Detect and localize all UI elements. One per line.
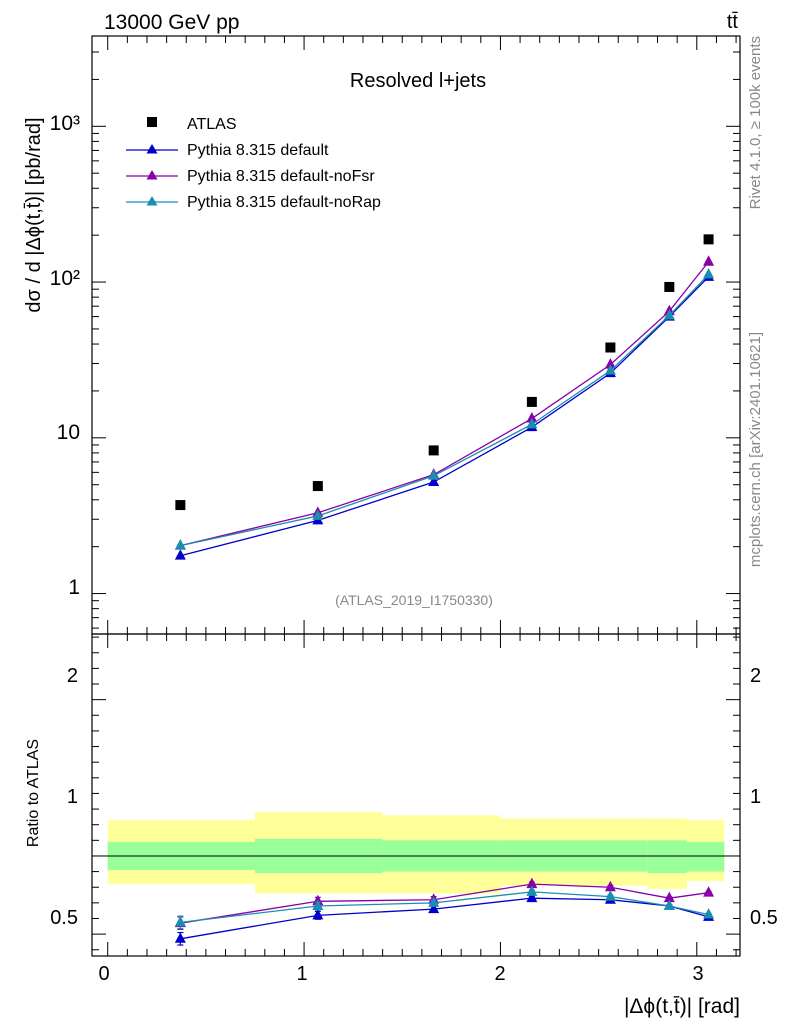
ratio-line-2	[180, 891, 709, 924]
ratio-bands	[107, 812, 725, 894]
ratio-point-series-1	[663, 891, 675, 903]
ratio-ytick-label-0.5: 0.5	[50, 907, 78, 929]
data-point-series-2	[703, 255, 715, 266]
mcplots-label: mcplots.cern.ch [arXiv:2401.10621]	[747, 332, 764, 567]
ratio-point-series-0	[428, 902, 440, 914]
ratio-point-series-2	[428, 896, 440, 907]
legend-entry-norap: Pythia 8.315 default-noRap	[126, 194, 381, 211]
plot-title: Resolved l+jets	[350, 70, 486, 92]
xtick-label-2: 2	[494, 963, 505, 985]
ytick-label-1000: 10³	[50, 112, 80, 135]
process-label: tt̄	[727, 11, 739, 33]
data-point-atlas	[175, 500, 186, 511]
xtick-labels: 0 1 2 3	[98, 963, 703, 985]
series-line-3	[180, 273, 710, 547]
data-point-series-1	[428, 475, 440, 487]
ytick-label-1: 1	[68, 576, 80, 599]
main-ylabel: dσ / d |Δϕ(t,t̄)| [pb/rad]	[23, 117, 45, 312]
data-point-series-3	[663, 309, 675, 320]
ratio-frame	[91, 633, 741, 957]
ratio-point-series-1	[526, 877, 538, 889]
ratio-point-series-2	[526, 885, 538, 896]
data-point-series-3	[174, 539, 186, 550]
main-data	[174, 234, 715, 560]
data-point-atlas	[703, 234, 714, 245]
ytick-label-100: 10²	[50, 267, 80, 290]
data-point-series-3	[604, 364, 616, 375]
legend-label-atlas: ATLAS	[187, 116, 237, 133]
ratio-ytick-label-2: 2	[67, 665, 78, 687]
legend-marker-atlas	[147, 117, 157, 127]
ratio-point-series-0	[174, 932, 186, 943]
analysis-watermark: (ATLAS_2019_I1750330)	[335, 592, 493, 608]
ratio-point-series-2	[703, 908, 715, 919]
data-point-series-2	[604, 358, 616, 369]
main-ytick-labels: 1 10 10² 10³	[50, 112, 80, 599]
ratio-line-0	[180, 897, 709, 940]
ratio-ytick-labels-left: 0.5 1 2	[50, 665, 78, 929]
legend-entry-default: Pythia 8.315 default	[126, 142, 329, 159]
ratio-point-series-1	[604, 880, 616, 892]
data-point-atlas	[526, 396, 537, 407]
legend: ATLAS Pythia 8.315 default Pythia 8.315 …	[126, 116, 381, 211]
ratio-point-series-2	[312, 899, 324, 910]
ratio-panel: 0.5 1 2 0.5 1 2 Ratio to ATLAS 0 1 2 3 |…	[25, 633, 778, 1018]
data-point-series-3	[526, 417, 538, 429]
x-axis-label: |Δϕ(t,t̄)| [rad]	[624, 995, 740, 1018]
main-panel: 1 10 10² 10³ dσ / d |Δϕ(t,t̄)| [pb/rad] …	[23, 35, 741, 635]
data-point-series-2	[526, 412, 538, 423]
data-point-series-3	[703, 267, 715, 279]
legend-label-norap: Pythia 8.315 default-noRap	[187, 194, 381, 211]
ratio-data	[174, 877, 715, 946]
legend-label-default: Pythia 8.315 default	[187, 142, 329, 159]
ratio-point-series-2	[604, 890, 616, 901]
data-point-series-3	[428, 469, 440, 480]
stat-uncertainty-band	[647, 840, 687, 874]
data-point-series-3	[312, 509, 324, 520]
ratio-point-series-1	[703, 886, 715, 897]
main-ticks	[92, 36, 740, 634]
ratio-ytick-label-right-0.5: 0.5	[750, 907, 778, 929]
ratio-ticks	[92, 634, 740, 956]
stat-uncertainty-band	[686, 841, 725, 872]
xtick-label-1: 1	[296, 963, 307, 985]
data-point-atlas	[664, 281, 675, 292]
ratio-point-series-2	[174, 915, 186, 927]
data-point-atlas	[428, 445, 439, 456]
ratio-ytick-labels-right: 0.5 1 2	[750, 665, 778, 929]
ytick-label-10: 10	[57, 421, 80, 444]
data-point-atlas	[605, 342, 616, 353]
data-point-series-1	[174, 549, 186, 560]
legend-entry-nofsr: Pythia 8.315 default-noFsr	[126, 168, 375, 185]
legend-marker-norap	[146, 196, 158, 206]
ratio-ytick-label-right-1: 1	[750, 786, 761, 808]
legend-entry-atlas: ATLAS	[147, 116, 237, 133]
ratio-ylabel: Ratio to ATLAS	[25, 739, 42, 847]
ratio-point-series-0	[526, 891, 538, 903]
ratio-point-series-0	[312, 908, 324, 920]
legend-marker-nofsr	[146, 170, 158, 180]
xtick-label-3: 3	[692, 963, 703, 985]
legend-marker-default	[146, 144, 158, 154]
ratio-ytick-label-right-2: 2	[750, 665, 761, 687]
ratio-ytick-label-1: 1	[67, 786, 78, 808]
rivet-label: Rivet 4.1.0, ≥ 100k events	[747, 36, 764, 209]
ratio-point-series-2	[663, 899, 675, 910]
series-line-1	[180, 276, 710, 557]
series-line-2	[180, 261, 710, 547]
legend-label-nofsr: Pythia 8.315 default-noFsr	[187, 168, 375, 185]
xtick-label-0: 0	[98, 963, 109, 985]
energy-label: 13000 GeV pp	[104, 11, 239, 34]
data-point-atlas	[312, 481, 323, 492]
